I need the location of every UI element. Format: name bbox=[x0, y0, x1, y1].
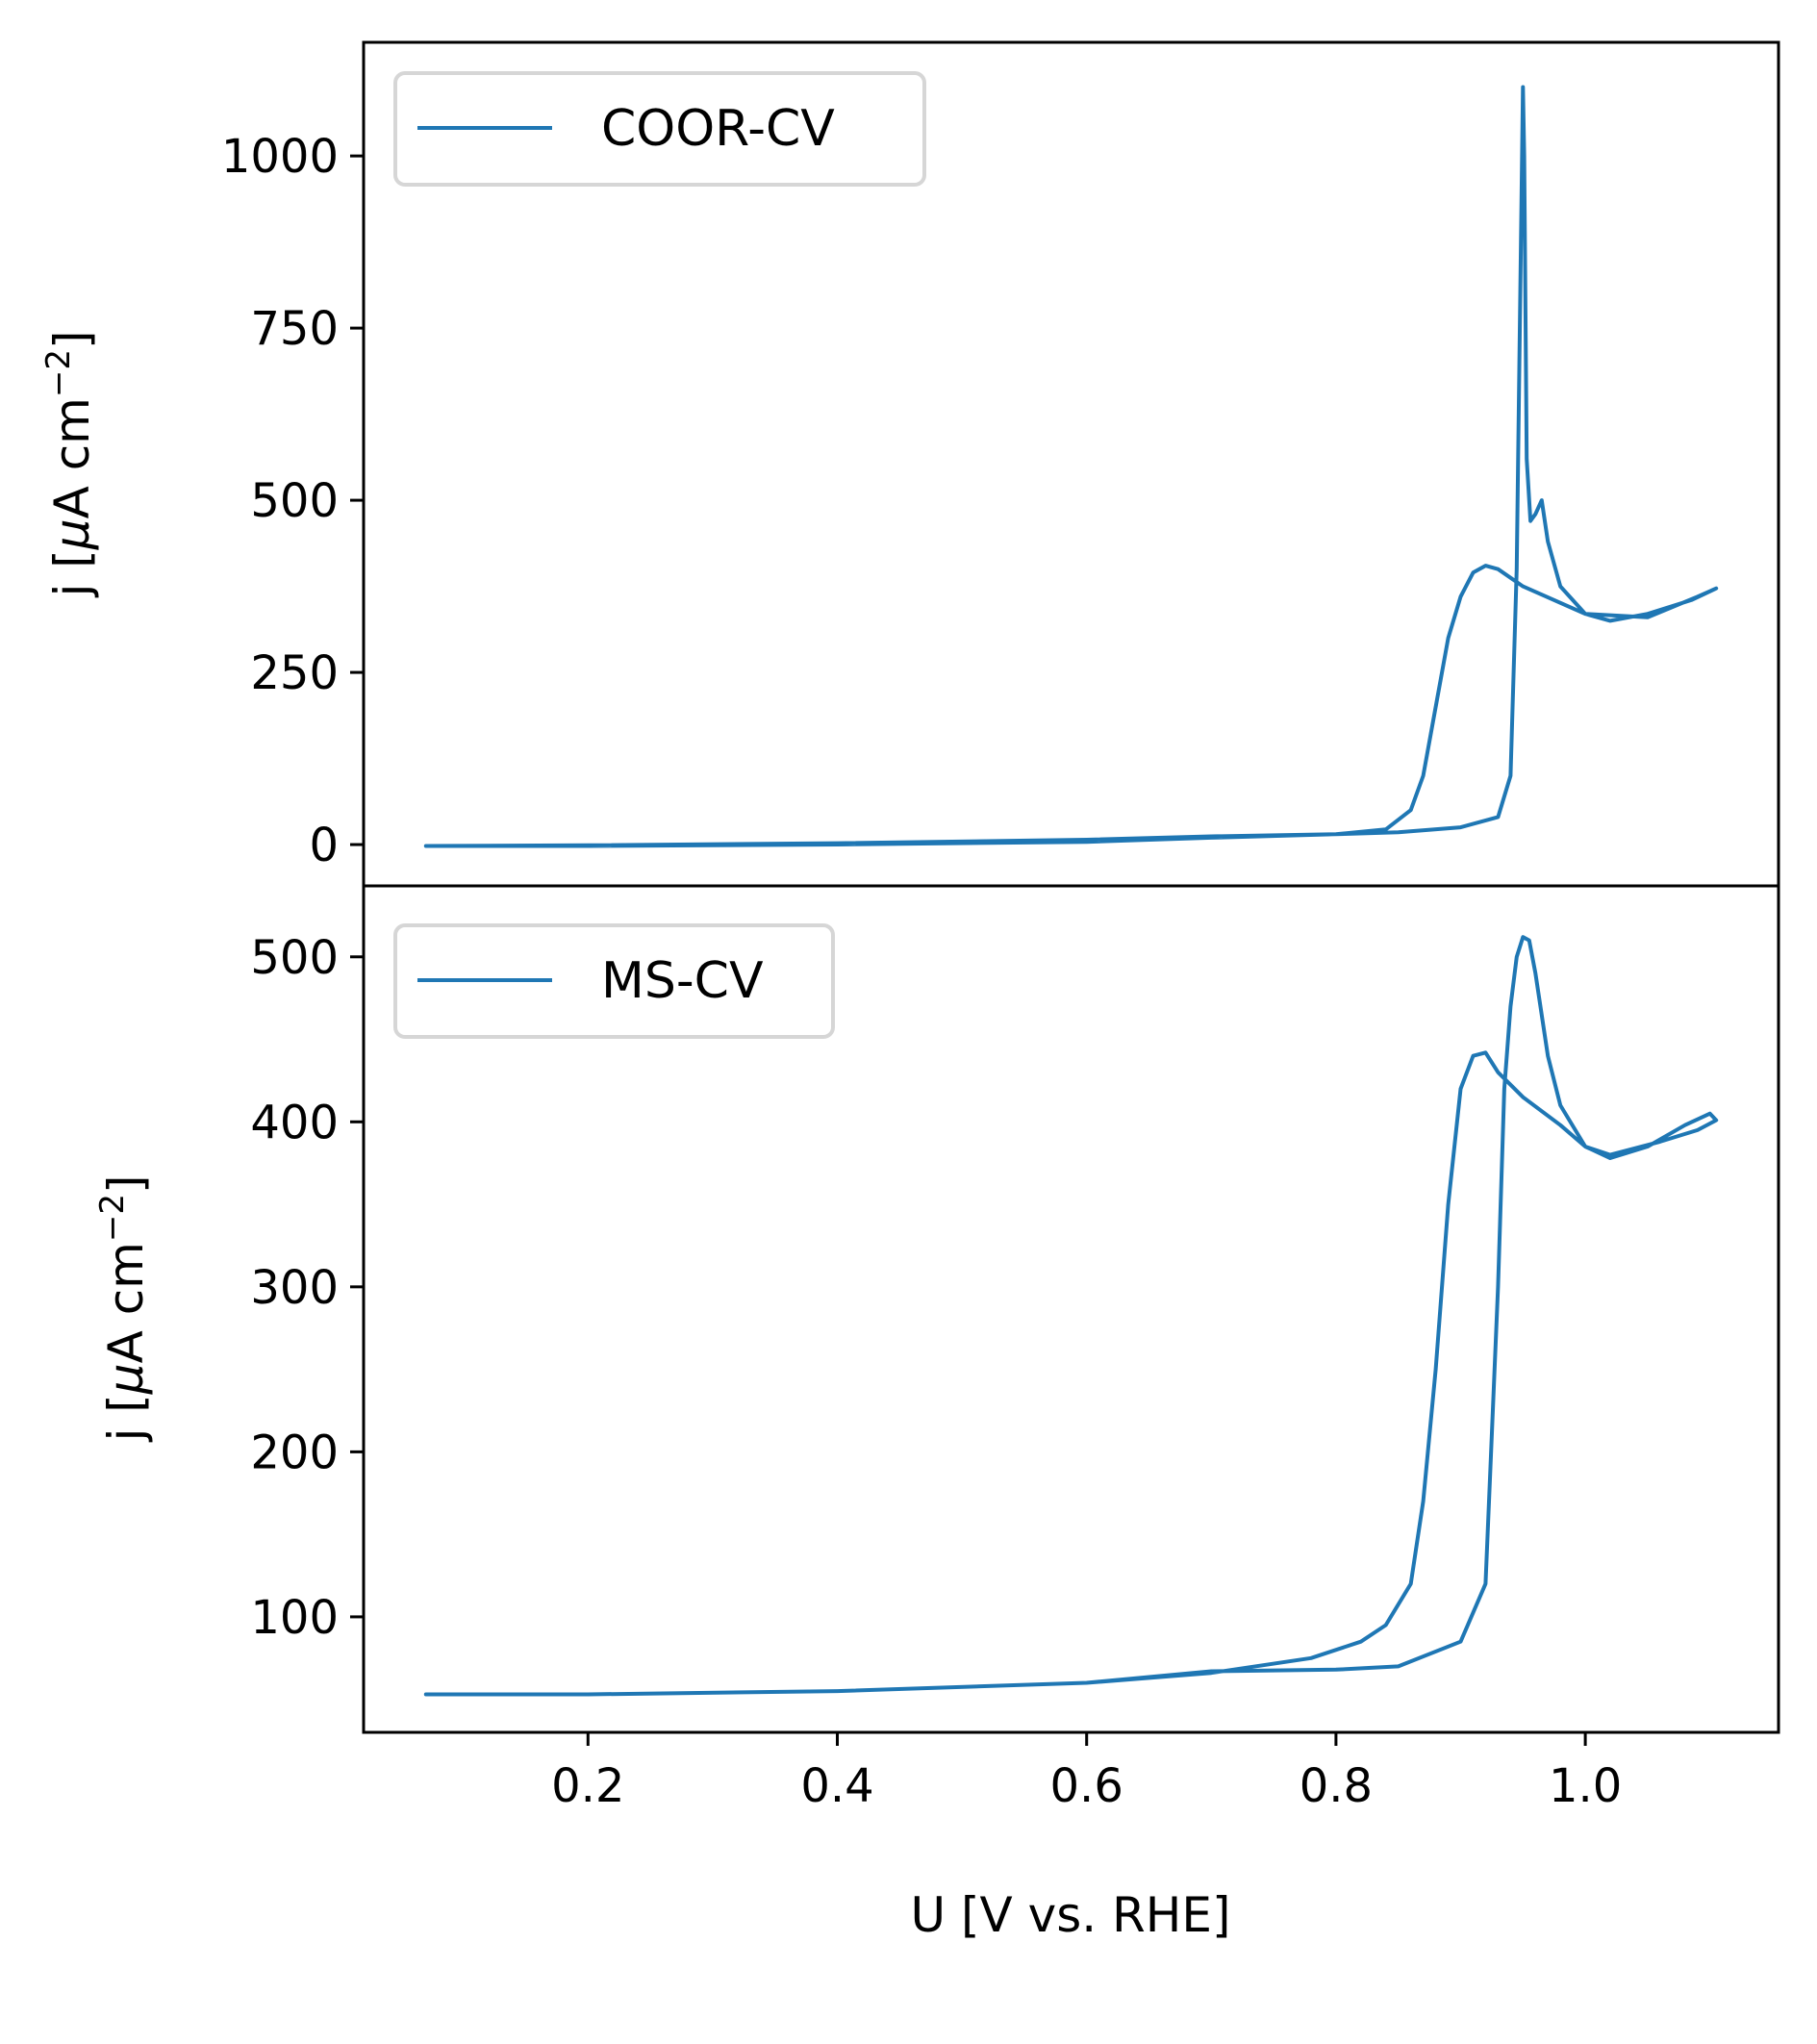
bottom-legend-box bbox=[393, 923, 835, 1039]
bottom-y-tick-label: 200 bbox=[250, 1426, 339, 1479]
x-ticks: 0.2 0.4 0.6 0.8 1.0 bbox=[551, 1732, 1622, 1813]
bottom-y-tick-label: 300 bbox=[250, 1261, 339, 1315]
x-tick-label: 0.8 bbox=[1300, 1759, 1373, 1813]
x-tick-label: 0.2 bbox=[551, 1759, 624, 1813]
bottom-y-tick-label: 500 bbox=[250, 931, 339, 985]
bottom-y-tick-label: 100 bbox=[250, 1591, 339, 1645]
bottom-ylabel-mu: μ bbox=[98, 1363, 154, 1395]
top-ylabel-sup: −2 bbox=[39, 349, 78, 397]
bottom-y-ticks: 100 200 300 400 500 bbox=[250, 931, 364, 1645]
bottom-ylabel-prefix: j [ bbox=[98, 1394, 154, 1442]
ms-cv-series-line bbox=[423, 935, 1719, 1697]
x-tick-label: 0.4 bbox=[800, 1759, 873, 1813]
bottom-legend-entry: MS-CV bbox=[601, 952, 764, 1010]
bottom-axes-frame bbox=[362, 884, 1780, 1734]
top-ylabel-mu: μ bbox=[44, 518, 100, 550]
top-legend-entry: COOR-CV bbox=[601, 100, 835, 158]
top-ylabel-prefix: j [ bbox=[44, 549, 100, 597]
bottom-ylabel-suffix: ] bbox=[98, 1174, 154, 1194]
bottom-ylabel-unit: A cm bbox=[98, 1242, 154, 1363]
top-ylabel-suffix: ] bbox=[44, 330, 100, 349]
x-tick-label: 1.0 bbox=[1549, 1759, 1622, 1813]
top-y-tick-label: 750 bbox=[250, 302, 339, 356]
top-y-tick-label: 0 bbox=[309, 819, 339, 872]
bottom-y-tick-label: 400 bbox=[250, 1096, 339, 1149]
coor-cv-series-line bbox=[423, 85, 1719, 848]
top-y-axis-label: j [μA cm−2] bbox=[39, 330, 100, 597]
top-y-tick-label: 250 bbox=[250, 646, 339, 700]
x-tick-label: 0.6 bbox=[1050, 1759, 1123, 1813]
bottom-panel: 100 200 300 400 500 0.2 0.4 0.6 0.8 1.0 j [μA cm… bbox=[93, 884, 1780, 1813]
top-legend: COOR-CV bbox=[393, 71, 926, 187]
bottom-legend: MS-CV bbox=[393, 923, 835, 1039]
top-y-ticks: 0 250 500 750 1000 bbox=[221, 130, 364, 872]
top-y-tick-label: 1000 bbox=[221, 130, 339, 184]
bottom-y-axis-label: j [μA cm−2] bbox=[93, 1174, 154, 1442]
bottom-ylabel-sup: −2 bbox=[93, 1194, 132, 1242]
top-y-tick-label: 500 bbox=[250, 474, 339, 528]
top-legend-box bbox=[393, 71, 926, 187]
x-axis-label: U [V vs. RHE] bbox=[911, 1887, 1231, 1943]
top-ylabel-unit: A cm bbox=[44, 397, 100, 518]
top-panel: 0 250 500 750 1000 j [μA cm−2] COOR-CV bbox=[39, 40, 1780, 888]
